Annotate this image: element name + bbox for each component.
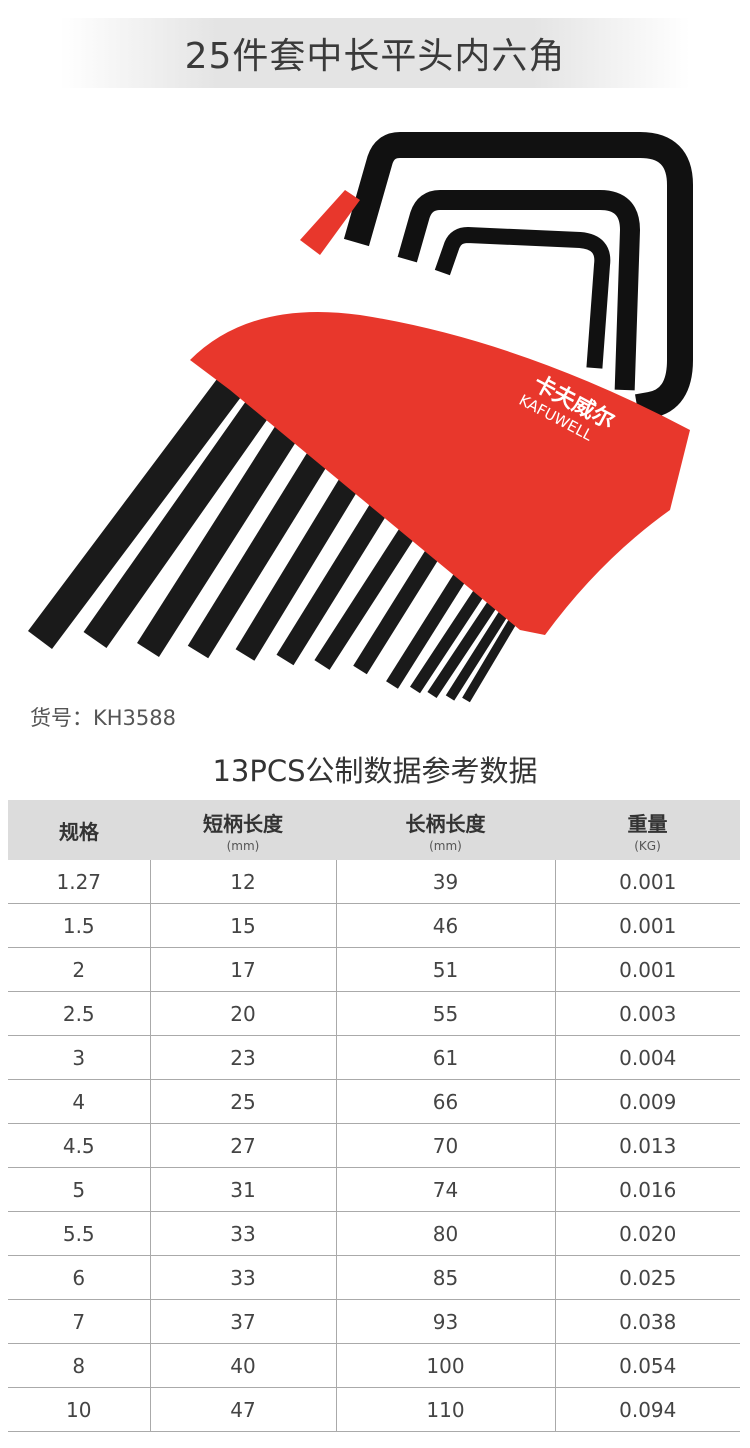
column-header-label: 短柄长度 [203,811,283,836]
table-row: 4.5 27 70 0.013 [8,1123,740,1168]
table-row: 10 47 110 0.094 [8,1387,740,1432]
table-row: 5.5 33 80 0.020 [8,1211,740,1256]
table-header-row: 规格 短柄长度 (mm) 长柄长度 (mm) 重量 (KG) [8,800,740,860]
table-cell: 0.013 [554,1123,740,1168]
table-row: 6 33 85 0.025 [8,1255,740,1300]
column-header: 长柄长度 (mm) [336,800,555,860]
table-cell: 61 [335,1035,555,1080]
column-header-unit: (mm) [226,838,260,853]
table-cell: 2.5 [8,991,150,1036]
table-cell: 39 [335,860,555,904]
table-cell: 0.001 [554,947,740,992]
column-header: 短柄长度 (mm) [150,800,336,860]
table-cell: 33 [149,1255,336,1300]
red-holder-back [300,190,360,255]
hex-key-set-image: 卡夫威尔 KAFUWELL [28,132,693,703]
table-cell: 0.004 [554,1035,740,1080]
column-header: 规格 [8,800,150,860]
table-cell: 27 [149,1123,336,1168]
table-cell: 5 [8,1167,150,1212]
column-header-label: 规格 [59,819,99,844]
table-cell: 1.27 [8,860,150,904]
table-cell: 0.025 [554,1255,740,1300]
table-cell: 10 [8,1387,150,1432]
table-cell: 4 [8,1079,150,1124]
table-cell: 0.016 [554,1167,740,1212]
table-cell: 0.094 [554,1387,740,1432]
table-cell: 0.001 [554,860,740,904]
table-cell: 0.054 [554,1343,740,1388]
table-cell: 85 [335,1255,555,1300]
table-cell: 17 [149,947,336,992]
table-cell: 80 [335,1211,555,1256]
table-row: 3 23 61 0.004 [8,1035,740,1080]
table-cell: 23 [149,1035,336,1080]
table-cell: 31 [149,1167,336,1212]
long-arms [343,132,693,420]
table-cell: 5.5 [8,1211,150,1256]
spec-table: 规格 短柄长度 (mm) 长柄长度 (mm) 重量 (KG) 1.27 12 39 0.001 1.… [8,800,740,1432]
table-cell: 66 [335,1079,555,1124]
table-cell: 0.003 [554,991,740,1036]
table-cell: 25 [149,1079,336,1124]
table-row: 8 40 100 0.054 [8,1343,740,1388]
table-row: 2 17 51 0.001 [8,947,740,992]
table-cell: 110 [335,1387,555,1432]
column-header-unit: (KG) [634,838,661,853]
column-header: 重量 (KG) [555,800,740,860]
table-cell: 0.020 [554,1211,740,1256]
table-row: 1.5 15 46 0.001 [8,903,740,948]
table-cell: 0.009 [554,1079,740,1124]
table-row: 7 37 93 0.038 [8,1299,740,1344]
table-cell: 37 [149,1299,336,1344]
column-header-label: 重量 [627,811,668,836]
page-title: 25件套中长平头内六角 [184,36,566,77]
table-cell: 70 [335,1123,555,1168]
table-cell: 46 [335,903,555,948]
table-cell: 93 [335,1299,555,1344]
table-cell: 55 [335,991,555,1036]
table-cell: 6 [8,1255,150,1300]
table-cell: 51 [335,947,555,992]
table-cell: 3 [8,1035,150,1080]
table-cell: 47 [149,1387,336,1432]
table-cell: 33 [149,1211,336,1256]
red-holder [190,312,690,635]
table-row: 2.5 20 55 0.003 [8,991,740,1036]
table-row: 1.27 12 39 0.001 [8,860,740,904]
table-cell: 8 [8,1343,150,1388]
column-header-label: 长柄长度 [405,811,486,836]
table-cell: 4.5 [8,1123,150,1168]
table-cell: 15 [149,903,336,948]
column-header-unit: (mm) [429,838,462,853]
table-row: 5 31 74 0.016 [8,1167,740,1212]
table-cell: 74 [335,1167,555,1212]
table-cell: 0.001 [554,903,740,948]
table-cell: 40 [149,1343,336,1388]
table-cell: 7 [8,1299,150,1344]
table-cell: 20 [149,991,336,1036]
title-banner: 25件套中长平头内六角 [60,18,690,88]
table-cell: 12 [149,860,336,904]
sku-number: 货号：KH3588 [30,706,177,730]
table-cell: 0.038 [554,1299,740,1344]
table-cell: 100 [335,1343,555,1388]
table-row: 4 25 66 0.009 [8,1079,740,1124]
table-cell: 1.5 [8,903,150,948]
table-title: 13PCS公制数据参考数据 [212,754,538,788]
table-cell: 2 [8,947,150,992]
